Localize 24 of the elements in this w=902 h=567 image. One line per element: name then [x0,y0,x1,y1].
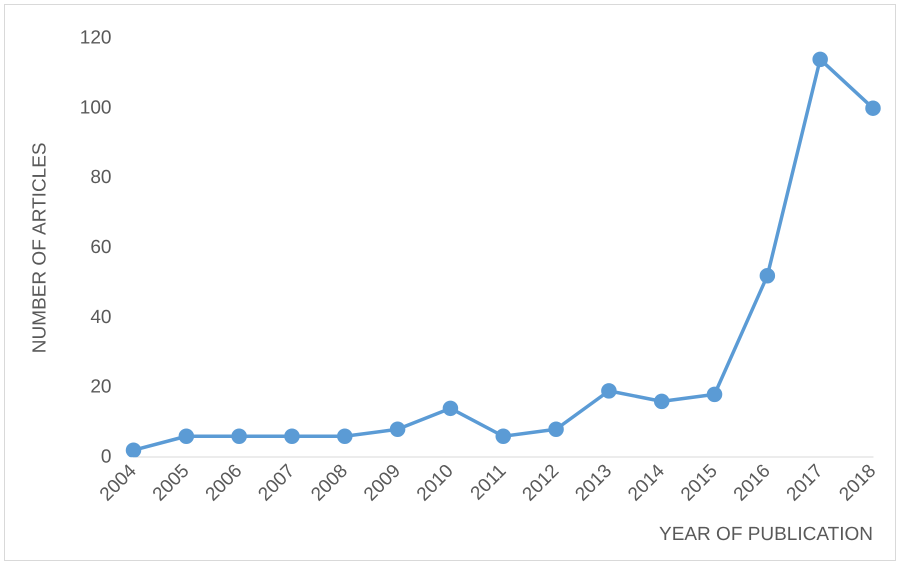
point [865,100,881,116]
point [178,428,194,444]
point [760,268,776,284]
y-tick-label: 60 [90,237,112,258]
point [812,52,828,68]
point [126,442,142,458]
y-tick-label: 120 [80,28,112,49]
point [548,422,564,438]
point [337,428,353,444]
y-axis-title: NUMBER OF ARTICLES [30,142,51,354]
y-tick-label: 80 [90,167,112,188]
y-tick-label: 100 [80,97,112,118]
point [390,422,406,438]
x-axis-title: YEAR OF PUBLICATION [659,524,873,545]
y-tick-label: 0 [100,446,112,468]
point [654,394,670,410]
point [284,428,300,444]
point [601,383,617,399]
point [442,400,458,416]
point [706,386,722,402]
y-tick-label: 40 [90,306,112,328]
point [496,428,511,444]
point [231,428,247,444]
y-tick-label: 20 [90,376,112,398]
